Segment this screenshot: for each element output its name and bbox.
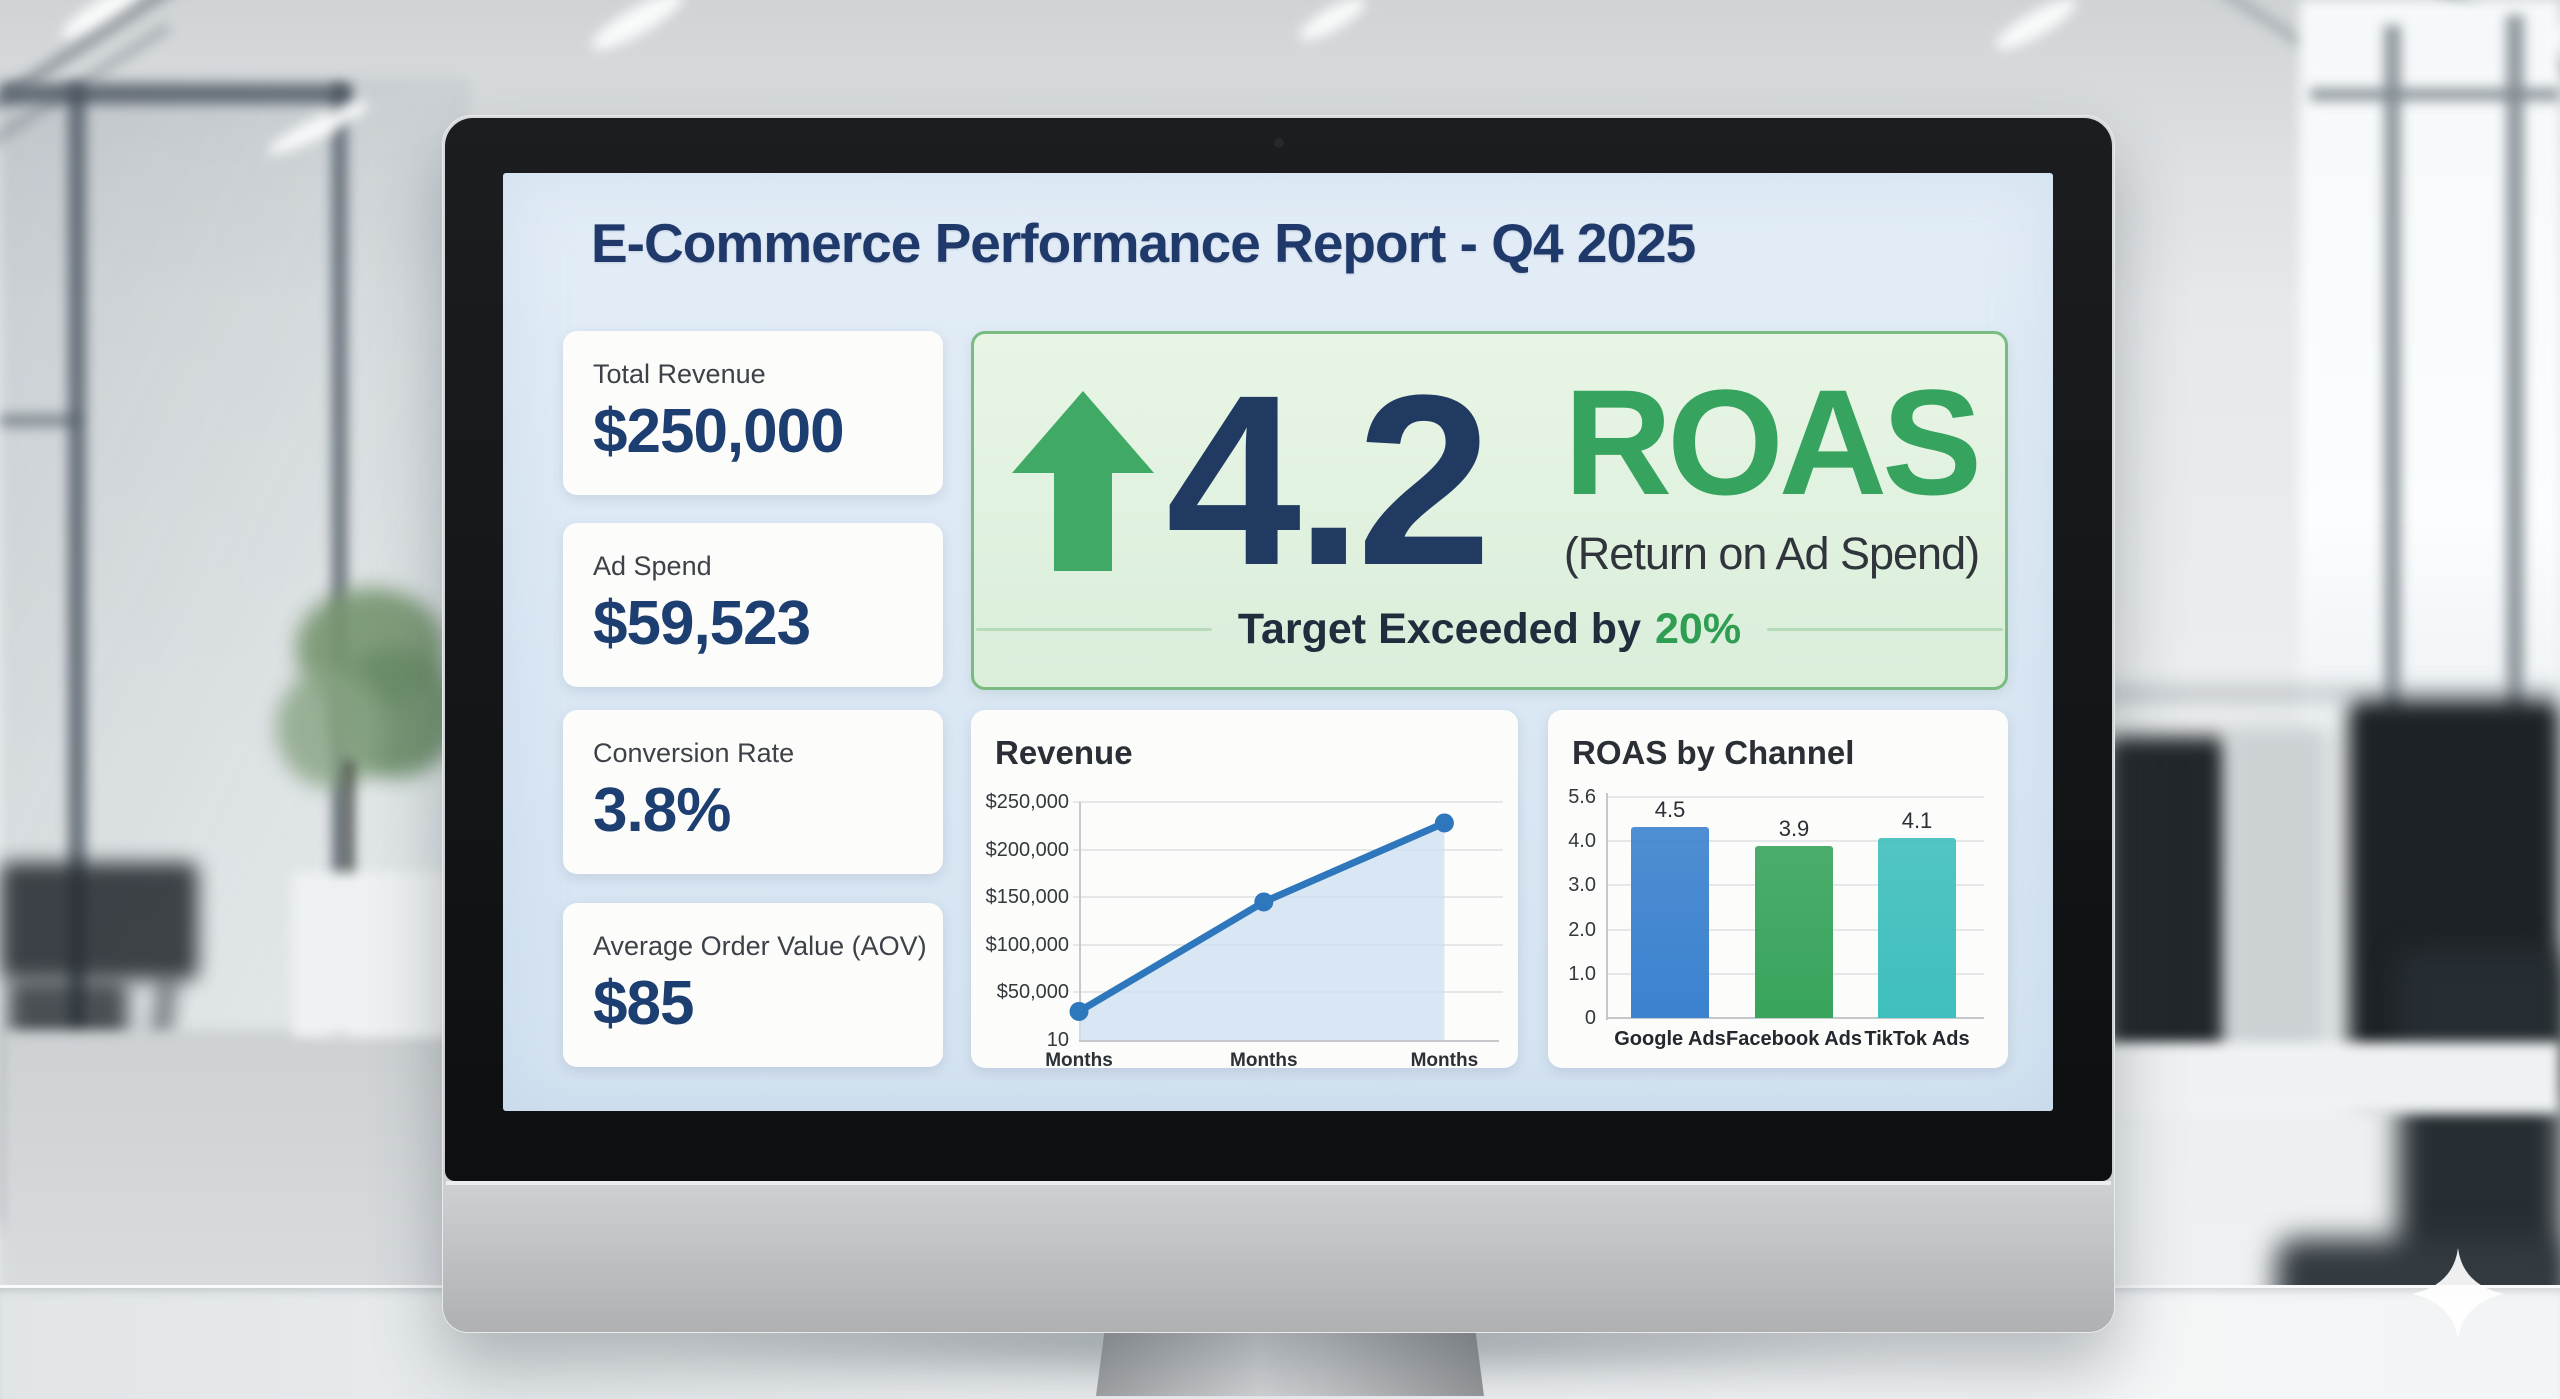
roas-by-channel-plot: 5.6 4.0 3.0 2.0 1.0 0 4.5 Google Ads 3.9 Facebook… [1548, 710, 2008, 1068]
revenue-plot: $250,000 $200,000 $150,000 $100,000 $50,000 1… [971, 710, 1518, 1071]
y-tick-label: 4.0 [1568, 830, 1596, 853]
y-tick-label: $200,000 [985, 838, 1069, 861]
revenue-chart-card: Revenue $250,000 $200,000 $150,000 $100,000… [971, 710, 1518, 1071]
monitor-stand [1096, 1322, 1484, 1396]
bar-google-ads [1631, 827, 1709, 1018]
roas-banner: 4.2 ROAS (Return on Ad Spend) Target Exc… [971, 331, 2008, 690]
glass-frame-top [0, 84, 352, 104]
y-tick-label: $150,000 [985, 886, 1069, 909]
y-tick-label: 3.0 [1568, 874, 1596, 897]
window-mullion [2506, 15, 2524, 715]
divider-line [975, 628, 1212, 631]
chart-title: ROAS by Channel [1572, 734, 1855, 771]
plant-trunk [344, 760, 354, 890]
grid-line [1073, 801, 1503, 803]
y-tick-label: 1.0 [1568, 962, 1596, 985]
roas-banner-main: 4.2 ROAS (Return on Ad Spend) [1012, 334, 1982, 627]
stat-label: Conversion Rate [593, 738, 795, 768]
revenue-area [1079, 822, 1445, 1040]
roas-by-channel-chart-card: ROAS by Channel 5.6 4.0 3.0 2.0 1.0 0 4.5 Googl… [1548, 710, 2008, 1068]
y-tick-label: $100,000 [985, 933, 1069, 956]
window-mullion [2384, 25, 2401, 715]
y-tick-label: 5.6 [1568, 786, 1596, 808]
category-label: Google Ads [1614, 1028, 1726, 1050]
roas-unit-block: ROAS (Return on Ad Spend) [1563, 358, 1982, 580]
divider-line [1767, 628, 2004, 631]
grid-line [1606, 796, 1984, 798]
stat-value: $250,000 [593, 397, 845, 466]
stat-value: $59,523 [593, 589, 811, 658]
target-text: Target Exceeded by [1237, 605, 1641, 653]
y-axis-line [1606, 793, 1608, 1020]
grid-line [1606, 840, 1984, 843]
dashboard: E-Commerce Performance Report - Q4 2025 … [503, 173, 2053, 1111]
monitor-bezel: E-Commerce Performance Report - Q4 2025 … [445, 118, 2112, 1181]
page-title: E-Commerce Performance Report - Q4 2025 [591, 212, 1696, 274]
y-tick-label: $50,000 [996, 981, 1069, 1004]
grid-line [1606, 1017, 1984, 1019]
bar-tiktok-ads [1878, 838, 1956, 1018]
roas-subtitle: (Return on Ad Spend) [1563, 528, 1980, 579]
monitor: E-Commerce Performance Report - Q4 2025 … [442, 115, 2115, 1333]
y-tick-label: 0 [1584, 1007, 1596, 1029]
stat-card-aov: Average Order Value (AOV) $85 [563, 903, 943, 1067]
y-tick-label: 2.0 [1568, 918, 1596, 941]
desk-monitor-light [2228, 726, 2328, 1074]
data-point-marker [1069, 1001, 1089, 1021]
stat-card-conversion-rate: Conversion Rate 3.8% [563, 710, 943, 874]
x-axis-line [1079, 1040, 1499, 1042]
y-tick-label: $250,000 [985, 791, 1069, 813]
revenue-line-chart [1069, 813, 1454, 1040]
data-point-marker [1254, 892, 1274, 912]
window-mullion-horizontal [2310, 88, 2560, 101]
grid-line [1073, 848, 1503, 851]
desk-surface-right [2100, 1042, 2560, 1114]
monitor-chin-strip [446, 1181, 2111, 1185]
data-point-marker [1434, 813, 1454, 833]
y-axis-origin-label: 10 [1046, 1029, 1069, 1051]
roas-unit: ROAS [1563, 358, 1982, 526]
bar-value-label: 4.5 [1654, 797, 1686, 823]
screen: E-Commerce Performance Report - Q4 2025 … [503, 173, 2053, 1111]
stat-label: Average Order Value (AOV) [593, 931, 927, 961]
roas-value: 4.2 [1166, 344, 1492, 616]
desk-monitor-dark [2106, 736, 2228, 1068]
bar-value-label: 4.1 [1901, 808, 1933, 834]
webcam-dot [1274, 138, 1284, 148]
meeting-table [0, 862, 198, 980]
x-axis-label: Months [1230, 1050, 1298, 1071]
category-label: Facebook Ads [1726, 1028, 1862, 1050]
stat-label: Ad Spend [593, 551, 712, 581]
bar-value-label: 3.9 [1778, 815, 1810, 841]
stat-card-total-revenue: Total Revenue $250,000 [563, 331, 943, 495]
bar-facebook-ads [1755, 845, 1833, 1018]
plant-pot [292, 872, 450, 1037]
target-value: 20% [1655, 605, 1742, 653]
stat-label: Total Revenue [593, 359, 766, 389]
sparkle-icon [2412, 1248, 2504, 1340]
category-label: TikTok Ads [1864, 1028, 1970, 1050]
stat-card-ad-spend: Ad Spend $59,523 [563, 523, 943, 687]
stat-value: $85 [593, 969, 694, 1038]
up-arrow-icon [1012, 390, 1154, 571]
chart-title: Revenue [995, 734, 1133, 771]
target-row: Target Exceeded by 20% [974, 605, 2005, 654]
wall-desk-edge [2100, 688, 2560, 700]
x-axis-label: Months [1410, 1050, 1479, 1071]
stat-value: 3.8% [593, 776, 731, 845]
plant-foliage [276, 668, 386, 788]
x-axis-label: Months [1045, 1050, 1113, 1071]
y-axis-line [1079, 802, 1081, 1042]
glass-frame-mid [0, 414, 78, 427]
